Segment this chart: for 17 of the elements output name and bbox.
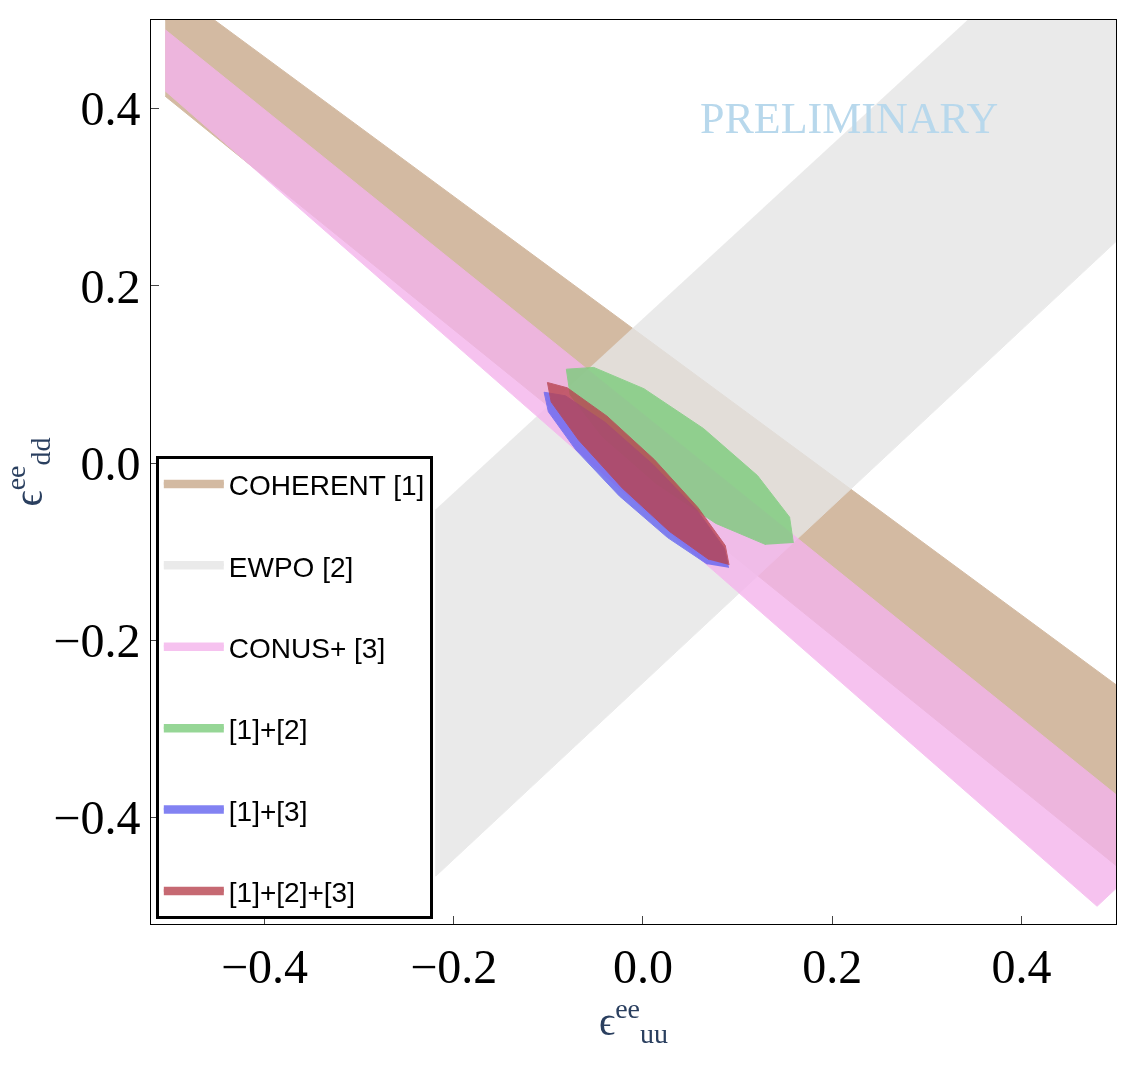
x-tick-label: 0.2 xyxy=(802,939,863,993)
y-tick-label: 0.4 xyxy=(80,82,141,136)
legend-label: CONUS+ [3] xyxy=(228,632,386,664)
y-tick-label: 0.0 xyxy=(80,436,141,490)
x-tick-label: −0.4 xyxy=(220,939,309,993)
legend-label: [1]+[3] xyxy=(228,795,308,827)
x-tick-label: 0.0 xyxy=(612,939,673,993)
legend-label: [1]+[2]+[3] xyxy=(228,877,355,909)
legend-label: [1]+[2] xyxy=(228,714,308,746)
y-tick-label: −0.4 xyxy=(53,791,141,845)
legend-label: COHERENT [1] xyxy=(228,470,425,502)
legend-label: EWPO [2] xyxy=(228,551,354,583)
y-tick-label: 0.2 xyxy=(80,259,141,313)
x-tick-label: −0.2 xyxy=(410,939,498,993)
annotation: PRELIMINARY xyxy=(700,94,999,143)
y-tick-label: −0.2 xyxy=(53,614,141,668)
x-tick-label: 0.4 xyxy=(991,939,1052,993)
